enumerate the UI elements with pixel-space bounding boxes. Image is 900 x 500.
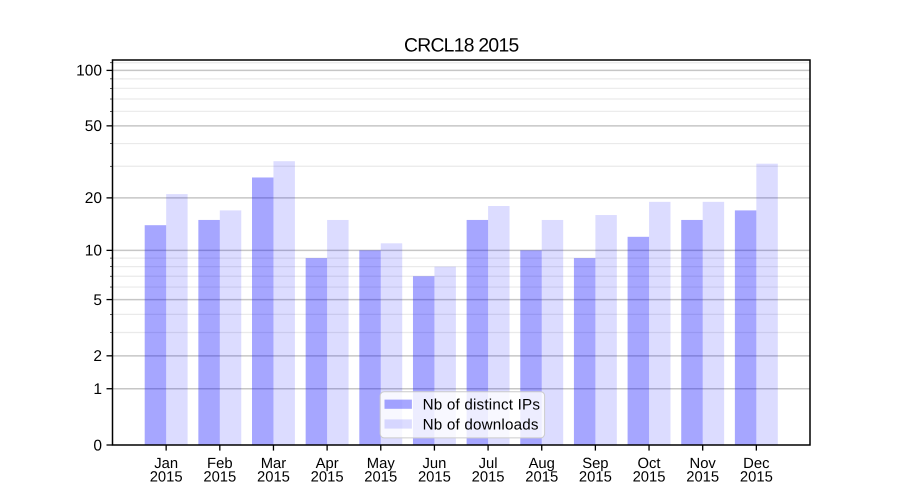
svg-text:2015: 2015 xyxy=(525,470,558,486)
svg-text:1: 1 xyxy=(93,381,102,398)
svg-text:5: 5 xyxy=(93,292,102,309)
svg-text:Sep: Sep xyxy=(582,456,608,472)
svg-text:2015: 2015 xyxy=(311,470,344,486)
svg-text:2015: 2015 xyxy=(472,470,505,486)
svg-text:2015: 2015 xyxy=(364,470,397,486)
svg-text:Nb of downloads: Nb of downloads xyxy=(423,416,539,433)
svg-text:Dec: Dec xyxy=(743,456,770,472)
svg-text:2015: 2015 xyxy=(740,470,773,486)
svg-text:50: 50 xyxy=(85,118,103,135)
svg-text:2: 2 xyxy=(93,348,102,365)
svg-text:Aug: Aug xyxy=(529,456,555,472)
svg-text:Jan: Jan xyxy=(154,456,178,472)
svg-text:2015: 2015 xyxy=(150,470,183,486)
svg-text:2015: 2015 xyxy=(633,470,666,486)
svg-text:Apr: Apr xyxy=(316,456,339,472)
svg-text:Jun: Jun xyxy=(422,456,446,472)
svg-text:2015: 2015 xyxy=(203,470,236,486)
svg-text:2015: 2015 xyxy=(257,470,290,486)
svg-text:Nb of distinct IPs: Nb of distinct IPs xyxy=(423,397,541,414)
svg-text:2015: 2015 xyxy=(418,470,451,486)
svg-text:2015: 2015 xyxy=(686,470,719,486)
svg-text:Mar: Mar xyxy=(261,456,287,472)
svg-text:Oct: Oct xyxy=(638,456,661,472)
svg-text:May: May xyxy=(367,456,396,472)
svg-text:20: 20 xyxy=(85,190,103,207)
svg-text:Feb: Feb xyxy=(207,456,233,472)
svg-text:CRCL18 2015: CRCL18 2015 xyxy=(404,36,519,57)
svg-text:100: 100 xyxy=(76,63,102,80)
svg-text:Jul: Jul xyxy=(479,456,498,472)
svg-text:10: 10 xyxy=(85,243,103,260)
svg-text:2015: 2015 xyxy=(579,470,612,486)
svg-text:Nov: Nov xyxy=(690,456,717,472)
svg-text:0: 0 xyxy=(93,437,102,454)
